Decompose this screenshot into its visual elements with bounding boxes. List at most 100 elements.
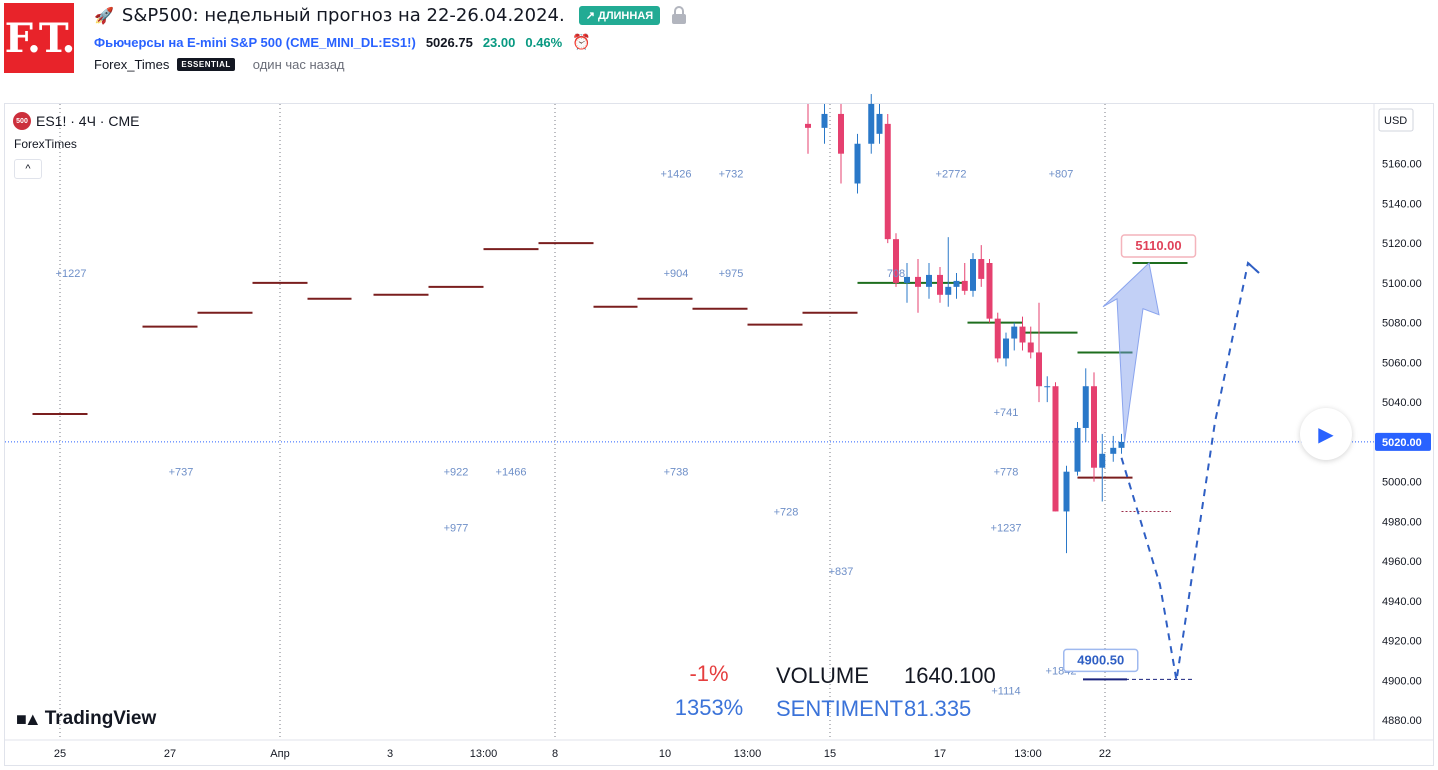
candle-body: [1063, 471, 1070, 512]
price-tick-label: 5120.00: [1382, 238, 1422, 250]
alert-clock-icon[interactable]: ⏰: [572, 34, 591, 51]
candle-body: [1074, 427, 1081, 472]
candle-body: [1110, 447, 1117, 454]
candle-body: [1118, 441, 1125, 448]
symbol-icon: 500: [13, 112, 31, 130]
candle-body: [986, 263, 993, 319]
play-replay-button[interactable]: ▶: [1300, 408, 1352, 460]
forecast-path: [1120, 261, 1260, 681]
candle-body: [970, 259, 976, 291]
volume-annotation: +1426: [661, 169, 692, 181]
volume-annotation: +807: [1049, 169, 1074, 181]
target-label-text: 4900.50: [1077, 652, 1124, 667]
watermark-text: TradingView: [44, 708, 157, 729]
volume-annotation: +778: [994, 467, 1019, 479]
time-tick-label: 15: [824, 748, 836, 760]
volume-annotation: +732: [719, 169, 744, 181]
candle-body: [838, 113, 844, 154]
candle-body: [994, 318, 1001, 359]
series-title: ES1! · 4Ч · CME: [36, 113, 140, 129]
chart-legend[interactable]: 500 ES1! · 4Ч · CME: [13, 112, 139, 130]
author-name[interactable]: Forex_Times: [94, 57, 170, 72]
candle-body: [1091, 386, 1097, 468]
price-tick-label: 5080.00: [1382, 318, 1422, 330]
candle-body: [915, 276, 921, 287]
stats-sentiment-pct: 1353%: [674, 695, 744, 720]
price-tick-label: 4980.00: [1382, 516, 1422, 528]
price-tick-label: 5100.00: [1382, 278, 1422, 290]
time-tick-label: 3: [387, 748, 393, 760]
candle-body: [821, 113, 828, 128]
volume-annotation: +904: [664, 268, 689, 280]
target-label-box: [1063, 648, 1139, 673]
price-change-pct: 0.46%: [525, 34, 563, 50]
collapse-legend-button[interactable]: ^: [14, 159, 42, 179]
volume-row: VOLUME 1640.100: [776, 659, 996, 692]
price-tick-label: 4960.00: [1382, 556, 1422, 568]
candle-body: [1036, 352, 1042, 387]
price-tick-label: 4920.00: [1382, 636, 1422, 648]
price-tick-label: 4940.00: [1382, 596, 1422, 608]
candle-body: [1099, 453, 1106, 468]
candle-body: [1011, 326, 1018, 339]
rocket-icon: 🚀: [94, 5, 114, 25]
candle-body: [926, 274, 932, 287]
volume-label: VOLUME: [776, 663, 869, 688]
forecast-arrowhead: [1247, 262, 1260, 274]
candle-body: [1052, 386, 1059, 512]
candle-body: [961, 280, 968, 291]
candle-body: [893, 239, 899, 283]
sentiment-value: 81.335: [904, 696, 972, 721]
stats-volume-sentiment: VOLUME 1640.100 SENTIMENT 81.335: [776, 659, 996, 725]
candle-body: [876, 113, 883, 134]
target-label-box: [1120, 234, 1197, 258]
candle-body: [1082, 386, 1089, 428]
candle-body: [884, 123, 891, 240]
tradingview-watermark: ■▲ TradingView: [16, 708, 156, 730]
candle-body: [868, 104, 875, 144]
sentiment-row: SENTIMENT 81.335: [776, 692, 996, 725]
volume-annotation: +837: [829, 566, 854, 578]
essential-badge: ESSENTIAL: [177, 58, 235, 71]
candle-body: [945, 286, 952, 295]
target-label-text: 5110.00: [1135, 238, 1181, 253]
candle-body: [854, 143, 861, 184]
time-tick-label: 17: [934, 748, 946, 760]
time-tick-label: 13:00: [734, 748, 762, 760]
volume-annotation: 708: [887, 268, 905, 280]
symbol-link[interactable]: Фьючерсы на E-mini S&P 500 (CME_MINI_DL:…: [94, 34, 416, 50]
candle-body: [805, 123, 811, 128]
volume-annotation: +1114: [991, 685, 1020, 697]
indicator-name[interactable]: ForexTimes: [14, 137, 77, 151]
volume-annotation: +1466: [496, 467, 527, 479]
stats-change-pct: -1%: [689, 661, 729, 686]
time-tick-label: 27: [164, 748, 176, 760]
candle-body: [1019, 326, 1026, 343]
candle-body: [1027, 342, 1034, 353]
volume-annotation: +728: [774, 506, 799, 518]
published-time: один час назад: [252, 57, 345, 72]
currency-box: [1378, 108, 1414, 132]
candle-body: [904, 276, 910, 283]
price-change: 23.00: [482, 34, 516, 50]
time-tick-label: 22: [1099, 748, 1111, 760]
idea-title: 🚀 S&P500: недельный прогноз на 22-26.04.…: [94, 4, 687, 26]
time-tick-label: 13:00: [1014, 748, 1042, 760]
price-tick-label: 5040.00: [1382, 397, 1422, 409]
candle-body: [953, 280, 960, 287]
stats-percent: -1% 1353%: [664, 661, 754, 721]
candle-body: [1044, 386, 1051, 388]
forex-times-logo: F.T.: [4, 3, 75, 73]
time-tick-label: 10: [659, 748, 671, 760]
volume-annotation: +741: [994, 407, 1019, 419]
volume-annotation: +738: [664, 467, 689, 479]
volume-annotation: +737: [169, 467, 194, 479]
candle-body: [1003, 338, 1009, 359]
price-tick-label: 4900.00: [1382, 675, 1422, 687]
candle-body: [978, 259, 985, 279]
price-tick-label: 5160.00: [1382, 159, 1422, 171]
time-tick-label: 8: [552, 748, 558, 760]
forecast-arrow: [1102, 262, 1160, 442]
price-tick-label: 4880.00: [1382, 715, 1422, 727]
